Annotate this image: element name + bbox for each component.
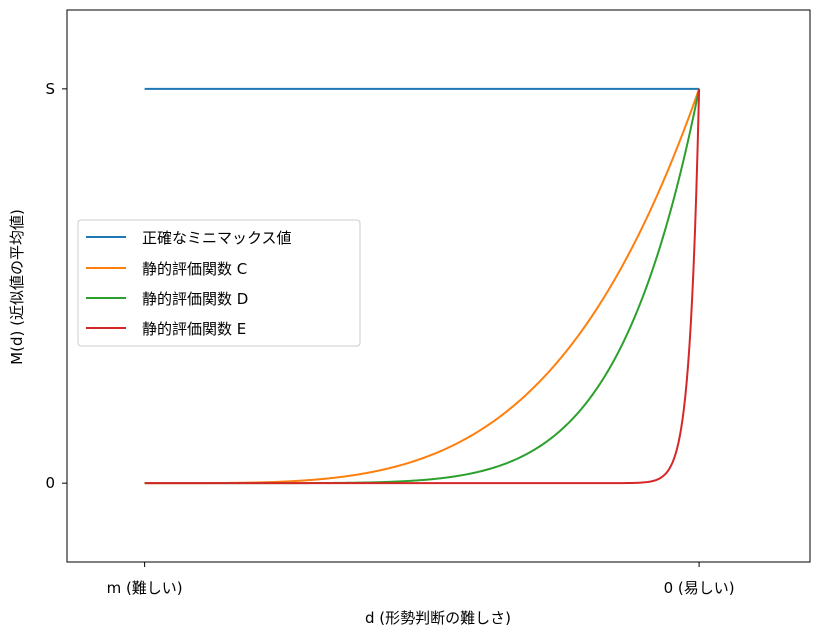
- legend-label-eval-c: 静的評価関数 C: [142, 260, 247, 278]
- x-tick-m: m (難しい): [107, 562, 183, 597]
- x-axis-label: d (形勢判断の難しさ): [365, 609, 511, 627]
- series-layer: [144, 87, 701, 485]
- y-tick-label-s: S: [45, 80, 55, 98]
- y-tick-s: S: [45, 80, 67, 98]
- legend-label-exact-minimax: 正確なミニマックス値: [142, 229, 292, 247]
- legend-label-eval-d: 静的評価関数 D: [142, 290, 248, 308]
- y-axis-label: M(d) (近似値の平均値): [8, 209, 26, 365]
- series-line-eval-e: [144, 88, 701, 485]
- x-tick-label-zero: 0 (易しい): [664, 579, 735, 597]
- legend: 正確なミニマックス値 静的評価関数 C 静的評価関数 D 静的評価関数 E: [77, 219, 361, 347]
- y-tick-label-zero: 0: [45, 474, 55, 492]
- x-tick-zero: 0 (易しい): [664, 562, 735, 597]
- x-tick-label-m: m (難しい): [107, 579, 183, 597]
- plot-area-frame: [66, 9, 811, 563]
- y-tick-zero: 0: [45, 474, 67, 492]
- legend-frame: [77, 219, 361, 347]
- legend-label-eval-e: 静的評価関数 E: [142, 320, 246, 338]
